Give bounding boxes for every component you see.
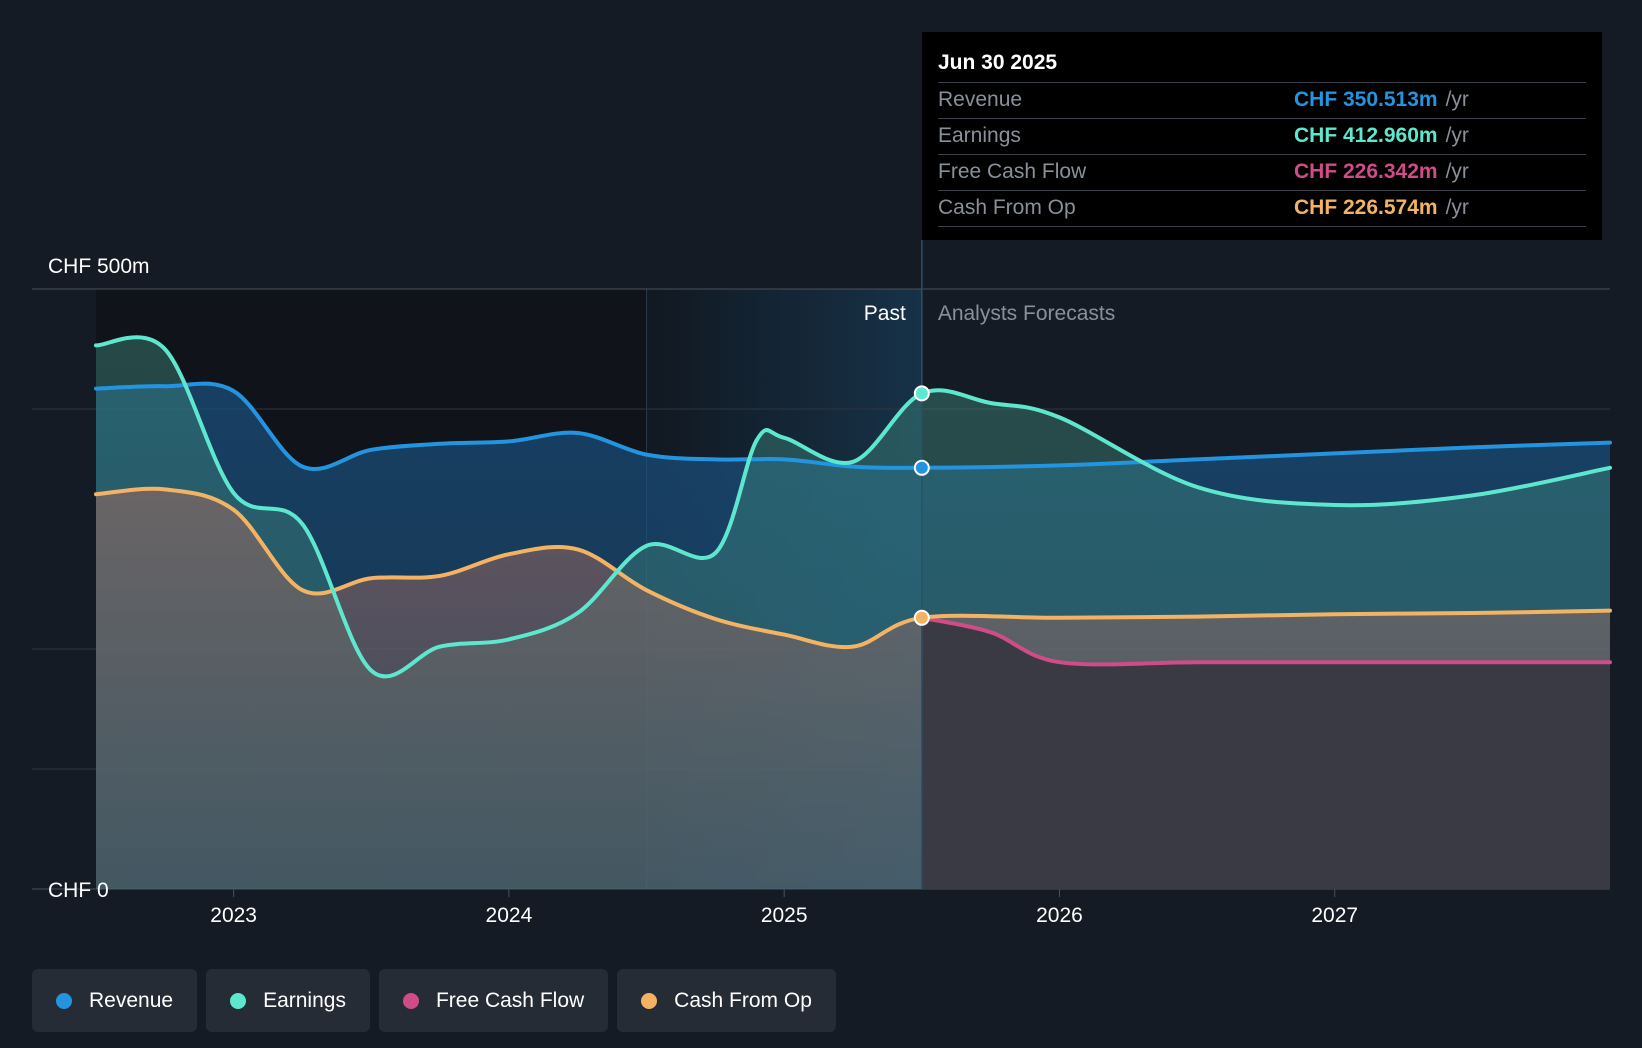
legend: Revenue Earnings Free Cash Flow Cash Fro… [32, 969, 836, 1032]
legend-label: Free Cash Flow [435, 988, 585, 1012]
tooltip-label: Free Cash Flow [938, 160, 1087, 183]
tooltip-unit: /yr [1445, 160, 1469, 183]
x-tick-label: 2023 [210, 904, 257, 927]
tooltip-value: CHF 412.960m [1294, 124, 1438, 147]
tooltip-row-revenue: Revenue CHF 350.513m /yr [938, 83, 1586, 119]
tooltip-row-earnings: Earnings CHF 412.960m /yr [938, 119, 1586, 155]
x-tick-label: 2026 [1036, 904, 1083, 927]
revenue-marker [913, 459, 930, 476]
legend-label: Earnings [263, 988, 346, 1012]
tooltip-unit: /yr [1445, 88, 1469, 111]
legend-item-revenue[interactable]: Revenue [32, 969, 198, 1032]
earnings-marker [913, 385, 930, 402]
tooltip-row-free-cash-flow: Free Cash Flow CHF 226.342m /yr [938, 155, 1586, 191]
x-tick-label: 2027 [1311, 904, 1358, 927]
x-tick-label: 2025 [761, 904, 808, 927]
past-label: Past [864, 302, 906, 325]
earnings-line [94, 335, 1612, 679]
y-axis-label: CHF 0 [48, 879, 109, 902]
free-cash-flow-line [919, 615, 1612, 667]
tooltip-label: Cash From Op [938, 196, 1076, 219]
free-cash-flow-dot-icon [402, 992, 419, 1009]
cash-from-op-dot-icon [641, 992, 658, 1009]
tooltip-row-cash-from-op: Cash From Op CHF 226.574m /yr [938, 191, 1586, 227]
revenue-line [94, 381, 1612, 471]
legend-item-cash-from-op[interactable]: Cash From Op [617, 969, 836, 1032]
tooltip-label: Revenue [938, 88, 1023, 111]
earnings-dot-icon [230, 992, 247, 1009]
tooltip-value: CHF 226.574m [1294, 196, 1438, 219]
legend-label: Revenue [89, 988, 174, 1012]
tooltip-value: CHF 350.513m [1294, 88, 1438, 111]
tooltip-unit: /yr [1445, 196, 1469, 219]
free-cash-flow-area [921, 617, 1610, 889]
tooltip: Jun 30 2025 Revenue CHF 350.513m /yr Ear… [922, 32, 1602, 240]
revenue-dot-icon [56, 992, 72, 1009]
legend-item-earnings[interactable]: Earnings [206, 969, 370, 1032]
cash-from-op-marker [913, 609, 930, 626]
legend-item-free-cash-flow[interactable]: Free Cash Flow [378, 969, 609, 1032]
tooltip-value: CHF 226.342m [1294, 160, 1438, 183]
tooltip-date: Jun 30 2025 [938, 46, 1586, 83]
y-axis-label: CHF 500m [48, 255, 150, 278]
legend-label: Cash From Op [674, 988, 812, 1012]
cash-from-op-line [94, 486, 1612, 650]
tooltip-label: Earnings [938, 124, 1021, 147]
forecast-label: Analysts Forecasts [938, 302, 1115, 325]
tooltip-unit: /yr [1445, 124, 1469, 147]
x-tick-label: 2024 [486, 904, 533, 927]
